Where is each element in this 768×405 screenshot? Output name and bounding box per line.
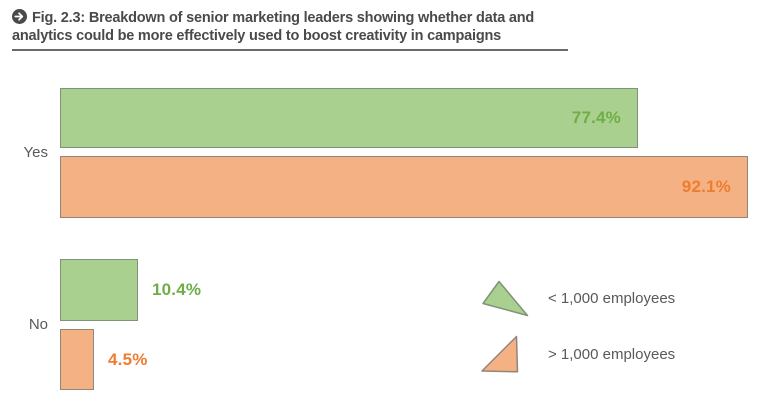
bar-no-lt-1000 [60, 259, 138, 321]
figure-title: Fig. 2.3: Breakdown of senior marketing … [12, 9, 535, 44]
legend-label-gt-1000: > 1,000 employees [548, 345, 676, 363]
legend-item-gt-1000: > 1,000 employees [481, 335, 675, 373]
legend-label-lt-1000: < 1,000 employees [548, 290, 676, 307]
value-label-yes-lt-1000: 77.4% [571, 108, 621, 127]
arrow-right-circle-icon [12, 9, 27, 24]
bar-yes-gt-1000 [60, 156, 748, 218]
bar-yes-lt-1000 [60, 88, 638, 148]
value-label-yes-gt-1000: 92.1% [681, 177, 731, 196]
legend-triangle-green-icon [482, 280, 529, 317]
bar-no-gt-1000 [60, 329, 94, 390]
value-label-no-lt-1000: 10.4% [152, 280, 202, 299]
legend-item-lt-1000: < 1,000 employees [482, 280, 675, 317]
figure-title-text: Fig. 2.3: Breakdown of senior marketing … [12, 10, 535, 44]
legend-triangle-orange-icon [481, 335, 519, 373]
figure-header: Fig. 2.3: Breakdown of senior marketing … [12, 9, 568, 51]
category-label-no: No [28, 316, 48, 333]
category-label-yes: Yes [23, 144, 48, 161]
value-label-no-gt-1000: 4.5% [108, 349, 148, 369]
